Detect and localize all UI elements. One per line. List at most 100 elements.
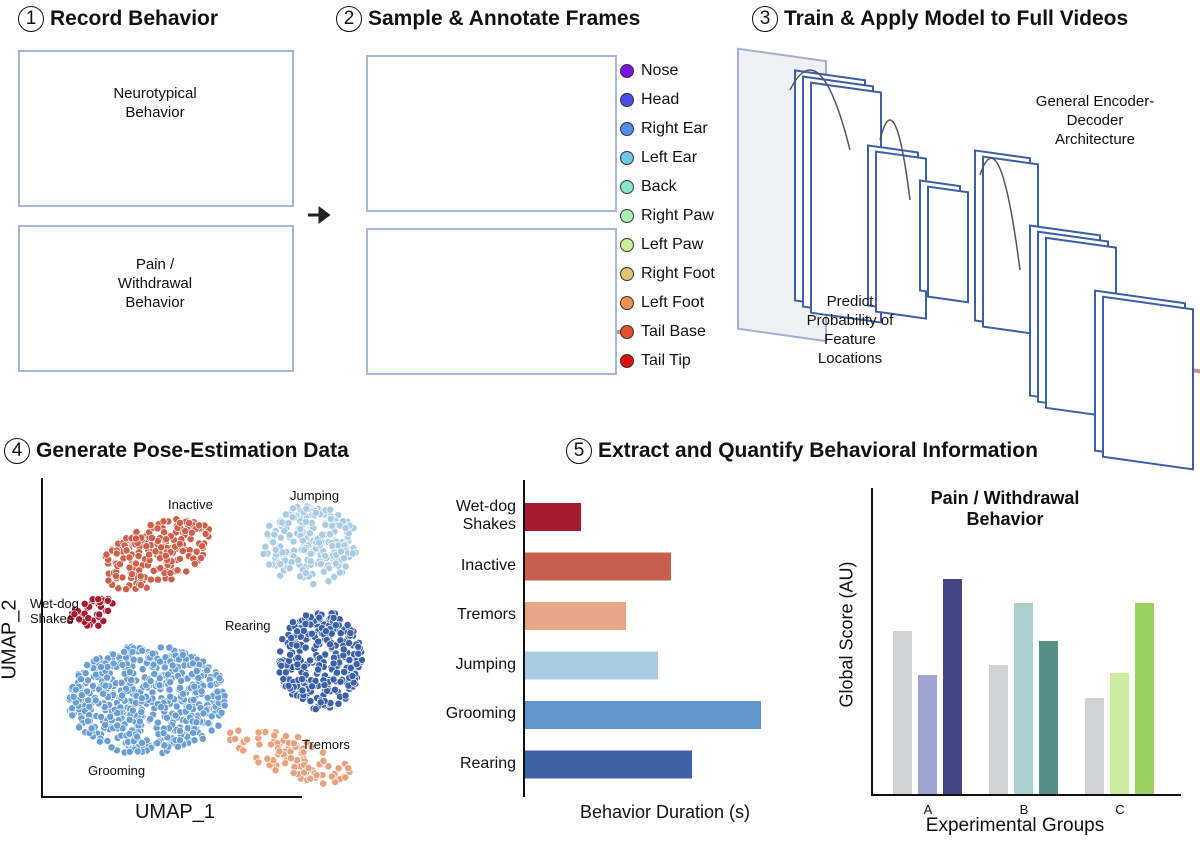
category-label: Tremors	[457, 606, 516, 623]
category-label: Wet-dog Shakes	[455, 498, 516, 533]
scatter-point	[192, 547, 201, 556]
scatter-point	[327, 772, 336, 781]
architecture-label: General Encoder- Decoder Architecture	[1035, 93, 1155, 148]
scatter-point	[145, 550, 154, 559]
scatter-point	[289, 504, 297, 513]
scatter-point	[154, 575, 162, 584]
scatter-point	[136, 581, 145, 589]
scatter-point	[148, 649, 157, 658]
scatter-point	[94, 595, 103, 604]
scatter-point	[226, 728, 235, 737]
scatter-point	[83, 661, 92, 670]
scatter-point	[319, 567, 328, 576]
scatter-point	[95, 610, 104, 619]
scatter-point	[198, 734, 207, 743]
panel-1-title: 1 Record Behavior	[18, 6, 218, 32]
keypoint-color-icon	[620, 238, 634, 252]
scatter-point	[270, 530, 279, 539]
video-neurotypical[interactable]	[18, 50, 294, 207]
scatter-point	[173, 566, 182, 575]
scatter-point	[215, 674, 224, 683]
scatter-point	[156, 643, 165, 652]
scatter-point	[97, 663, 105, 672]
scatter-point	[339, 645, 348, 654]
scatter-point	[354, 642, 363, 651]
keypoint-color-icon	[620, 296, 634, 310]
step-number: 5	[566, 438, 592, 464]
video-pain[interactable]	[18, 225, 294, 372]
scatter-point	[113, 721, 122, 730]
scatter-point	[289, 537, 298, 546]
scatter-point	[302, 504, 311, 513]
title-text: Sample & Annotate Frames	[368, 7, 641, 30]
scatter-point	[103, 737, 112, 745]
scatter-point	[332, 668, 341, 677]
scatter-point	[329, 659, 338, 668]
scatter-point	[186, 535, 195, 544]
scatter-point	[328, 542, 337, 550]
video-label: Pain / Withdrawal Behavior	[117, 256, 193, 311]
scatter-point	[138, 739, 146, 747]
scatter-point	[285, 531, 294, 540]
scatter-point	[319, 756, 328, 765]
arrow-icon	[308, 206, 331, 224]
scatter-point	[187, 528, 196, 537]
group-tick-label: C	[1115, 802, 1125, 817]
keypoint-color-icon	[620, 180, 634, 194]
legend-label: Left Foot	[641, 294, 705, 311]
scatter-point	[254, 758, 263, 767]
scatter-point	[288, 513, 297, 522]
scatter-point	[197, 554, 206, 562]
keypoint-color-icon	[620, 325, 634, 339]
scatter-point	[112, 549, 121, 558]
scatter-point	[276, 571, 285, 580]
scatter-point	[337, 547, 346, 556]
scatter-point	[336, 677, 345, 686]
scatter-point	[315, 613, 324, 622]
scatter-point	[176, 518, 185, 527]
legend-item: Tail Tip	[620, 352, 691, 370]
scatter-point	[276, 560, 285, 569]
scatter-point	[112, 572, 121, 581]
scatter-point	[306, 656, 315, 665]
scatter-point	[275, 747, 284, 756]
scatter-point	[99, 689, 108, 698]
scatter-point	[109, 650, 118, 659]
legend-label: Tail Base	[641, 323, 706, 340]
scatter-point	[270, 731, 279, 740]
scatter-point	[136, 572, 145, 581]
category-label: Grooming	[445, 705, 516, 722]
scatter-point	[265, 521, 274, 530]
scatter-point	[133, 747, 142, 756]
scatter-point	[281, 510, 290, 519]
scatter-point	[179, 690, 188, 698]
scatter-point	[150, 669, 159, 678]
scatter-point	[311, 508, 320, 517]
scatter-point	[149, 566, 158, 575]
scatter-point	[188, 659, 197, 668]
scatter-point	[75, 615, 84, 624]
scatter-point	[239, 746, 248, 755]
scatter-point	[146, 715, 155, 723]
scatter-point	[281, 759, 290, 768]
scatter-point	[125, 563, 134, 572]
scatter-point	[122, 546, 131, 555]
scatter-point	[175, 554, 184, 563]
scatter-point	[95, 737, 104, 746]
scatter-point	[175, 726, 184, 735]
duration-bar	[525, 651, 658, 680]
scatter-point	[91, 696, 100, 705]
panel-2-title: 2 Sample & Annotate Frames	[336, 6, 640, 32]
category-label: Rearing	[459, 754, 516, 772]
scatter-point	[197, 687, 206, 696]
scatter-point	[175, 539, 184, 548]
duration-bar	[525, 701, 761, 729]
scatter-point	[142, 542, 151, 551]
scatter-point	[315, 538, 323, 547]
scatter-point	[340, 668, 349, 676]
scatter-point	[324, 577, 333, 586]
scatter-point	[131, 559, 140, 568]
scatter-point	[156, 564, 165, 573]
scatter-point	[75, 723, 83, 732]
scatter-point	[106, 712, 115, 721]
